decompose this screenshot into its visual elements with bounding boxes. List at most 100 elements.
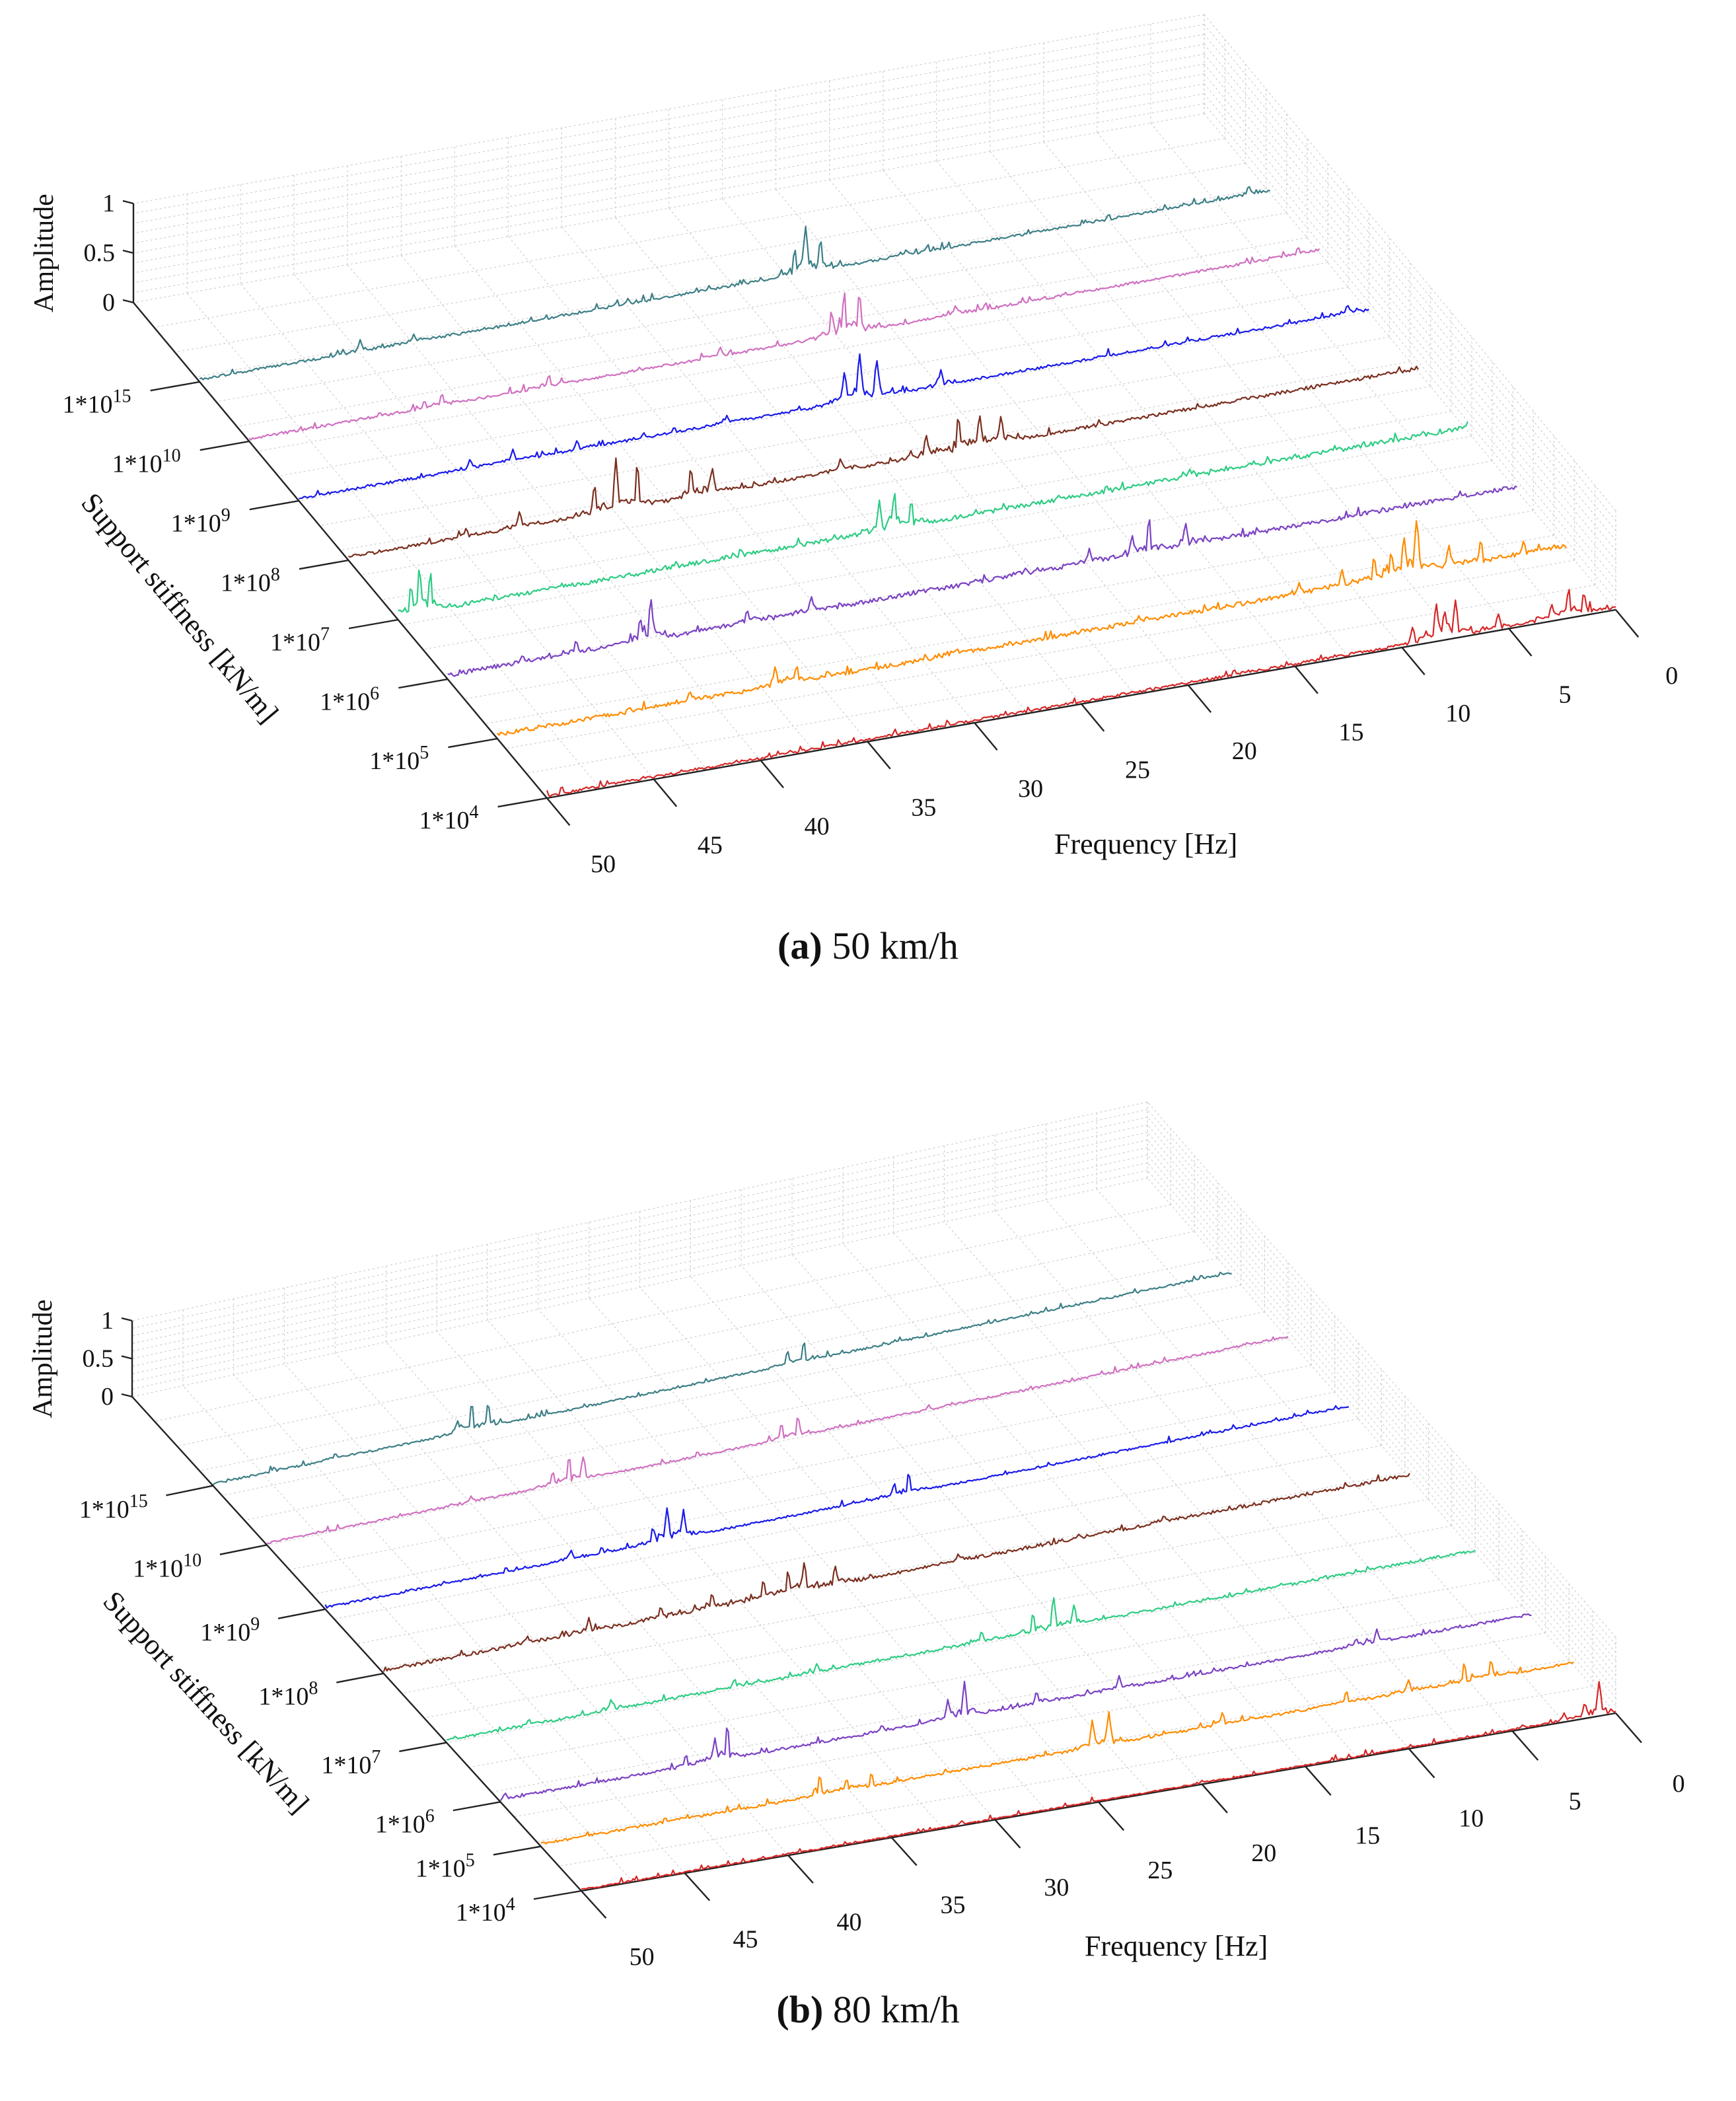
grid-line — [443, 485, 1513, 675]
grid-line — [340, 361, 1410, 551]
caption-a: (a) 50 km/h — [0, 924, 1736, 968]
grid-line — [505, 560, 1575, 749]
grid-line — [1204, 34, 1616, 531]
grid-line — [1204, 14, 1616, 511]
y-tick — [448, 737, 498, 749]
grid-line — [1147, 1101, 1616, 1638]
x-tick-label: 35 — [940, 1891, 965, 1919]
y-tick — [399, 1742, 447, 1753]
x-axis-label: Frequency [Hz] — [1054, 828, 1237, 860]
grid-line — [182, 1385, 633, 1882]
x-tick-label: 5 — [1569, 1787, 1581, 1815]
grid-line — [1147, 1124, 1616, 1660]
y-tick — [219, 1544, 268, 1555]
grid-line — [614, 217, 1029, 714]
series-line — [540, 1661, 1574, 1845]
grid-line — [1204, 113, 1616, 610]
grid-line — [131, 1169, 1148, 1390]
y-tick-label: 1*104 — [419, 802, 478, 834]
z-axis-label: Amplitude — [28, 1300, 58, 1419]
grid-line — [1147, 1132, 1616, 1668]
grid-line — [1147, 1162, 1616, 1699]
grid-line — [1045, 1199, 1513, 1732]
stiffness-axis-line — [133, 302, 548, 799]
grid-line — [131, 1132, 1148, 1352]
grid — [131, 1101, 1616, 1892]
y-tick — [150, 381, 200, 392]
y-tick — [299, 559, 349, 570]
y-tick-label: 1*1015 — [62, 386, 131, 418]
x-tick — [867, 741, 891, 770]
grid-line — [334, 1352, 789, 1856]
x-tick — [1511, 1730, 1539, 1761]
grid-line — [1204, 103, 1616, 601]
z-tick-label: 1 — [101, 1307, 114, 1335]
grid-line — [722, 198, 1136, 695]
x-tick-label: 0 — [1673, 1770, 1685, 1798]
y-tick-label: 1*108 — [258, 1678, 318, 1711]
grid-line — [423, 461, 1493, 650]
series-line — [499, 1613, 1532, 1801]
z-tick-label: 0 — [101, 1383, 114, 1411]
grid-line — [1043, 141, 1456, 639]
grid-line — [133, 14, 1205, 204]
grid-line — [1147, 1109, 1616, 1645]
x-tick-label: 15 — [1338, 719, 1363, 747]
grid-line — [319, 336, 1390, 527]
series-line — [497, 520, 1568, 736]
caption-a-text: 50 km/h — [832, 924, 958, 967]
y-tick — [336, 1672, 384, 1683]
grid-line — [526, 584, 1595, 774]
grid-line — [468, 1578, 1499, 1768]
grid-line — [1204, 24, 1616, 521]
grid-line — [133, 83, 1205, 274]
grid-line — [216, 212, 1287, 402]
x-tick — [760, 760, 784, 789]
grid-line — [893, 1232, 1357, 1758]
x-tick — [1615, 609, 1640, 638]
grid-line — [195, 188, 1266, 378]
x-tick-label: 10 — [1445, 700, 1470, 727]
x-tick — [787, 1855, 814, 1884]
grid-line — [994, 1210, 1461, 1740]
z-tick — [121, 1393, 133, 1398]
x-tick-label: 30 — [1018, 775, 1043, 803]
z-tick-label: 0 — [102, 289, 115, 316]
grid-line — [1097, 132, 1509, 629]
grid-line — [361, 386, 1431, 576]
grid-line — [402, 435, 1472, 626]
grid-line — [936, 161, 1349, 657]
grid-line — [487, 1319, 944, 1829]
grid-line — [507, 236, 922, 733]
grid-line — [356, 1445, 1382, 1644]
series-line — [382, 1473, 1410, 1672]
grid-line — [381, 411, 1451, 601]
grid-line — [513, 1632, 1546, 1818]
grid-line — [236, 237, 1307, 427]
series-line — [581, 1681, 1616, 1890]
grid-line — [154, 137, 1225, 328]
grid-line — [334, 1418, 1359, 1620]
grid-line — [423, 1525, 1452, 1718]
series-line — [212, 1271, 1232, 1486]
grid-line — [133, 34, 1205, 224]
grid-line — [1147, 1155, 1616, 1691]
y-tick — [166, 1485, 213, 1496]
x-tick-label: 35 — [911, 794, 936, 822]
series-line — [447, 486, 1517, 677]
x-tick — [581, 1890, 607, 1919]
x-tick-label: 15 — [1355, 1822, 1380, 1850]
grid-line — [1204, 54, 1616, 551]
y-tick-label: 1*109 — [200, 1614, 260, 1646]
grid-line — [538, 1309, 995, 1820]
grid-line — [558, 1685, 1593, 1867]
x-tick — [1401, 647, 1426, 676]
x-axis-label: Frequency [Hz] — [1085, 1930, 1268, 1962]
series-line — [398, 422, 1468, 613]
grid-line — [464, 510, 1534, 700]
x-tick-label: 5 — [1558, 681, 1571, 709]
grid-line — [1147, 1170, 1616, 1706]
series-line — [324, 1405, 1350, 1609]
